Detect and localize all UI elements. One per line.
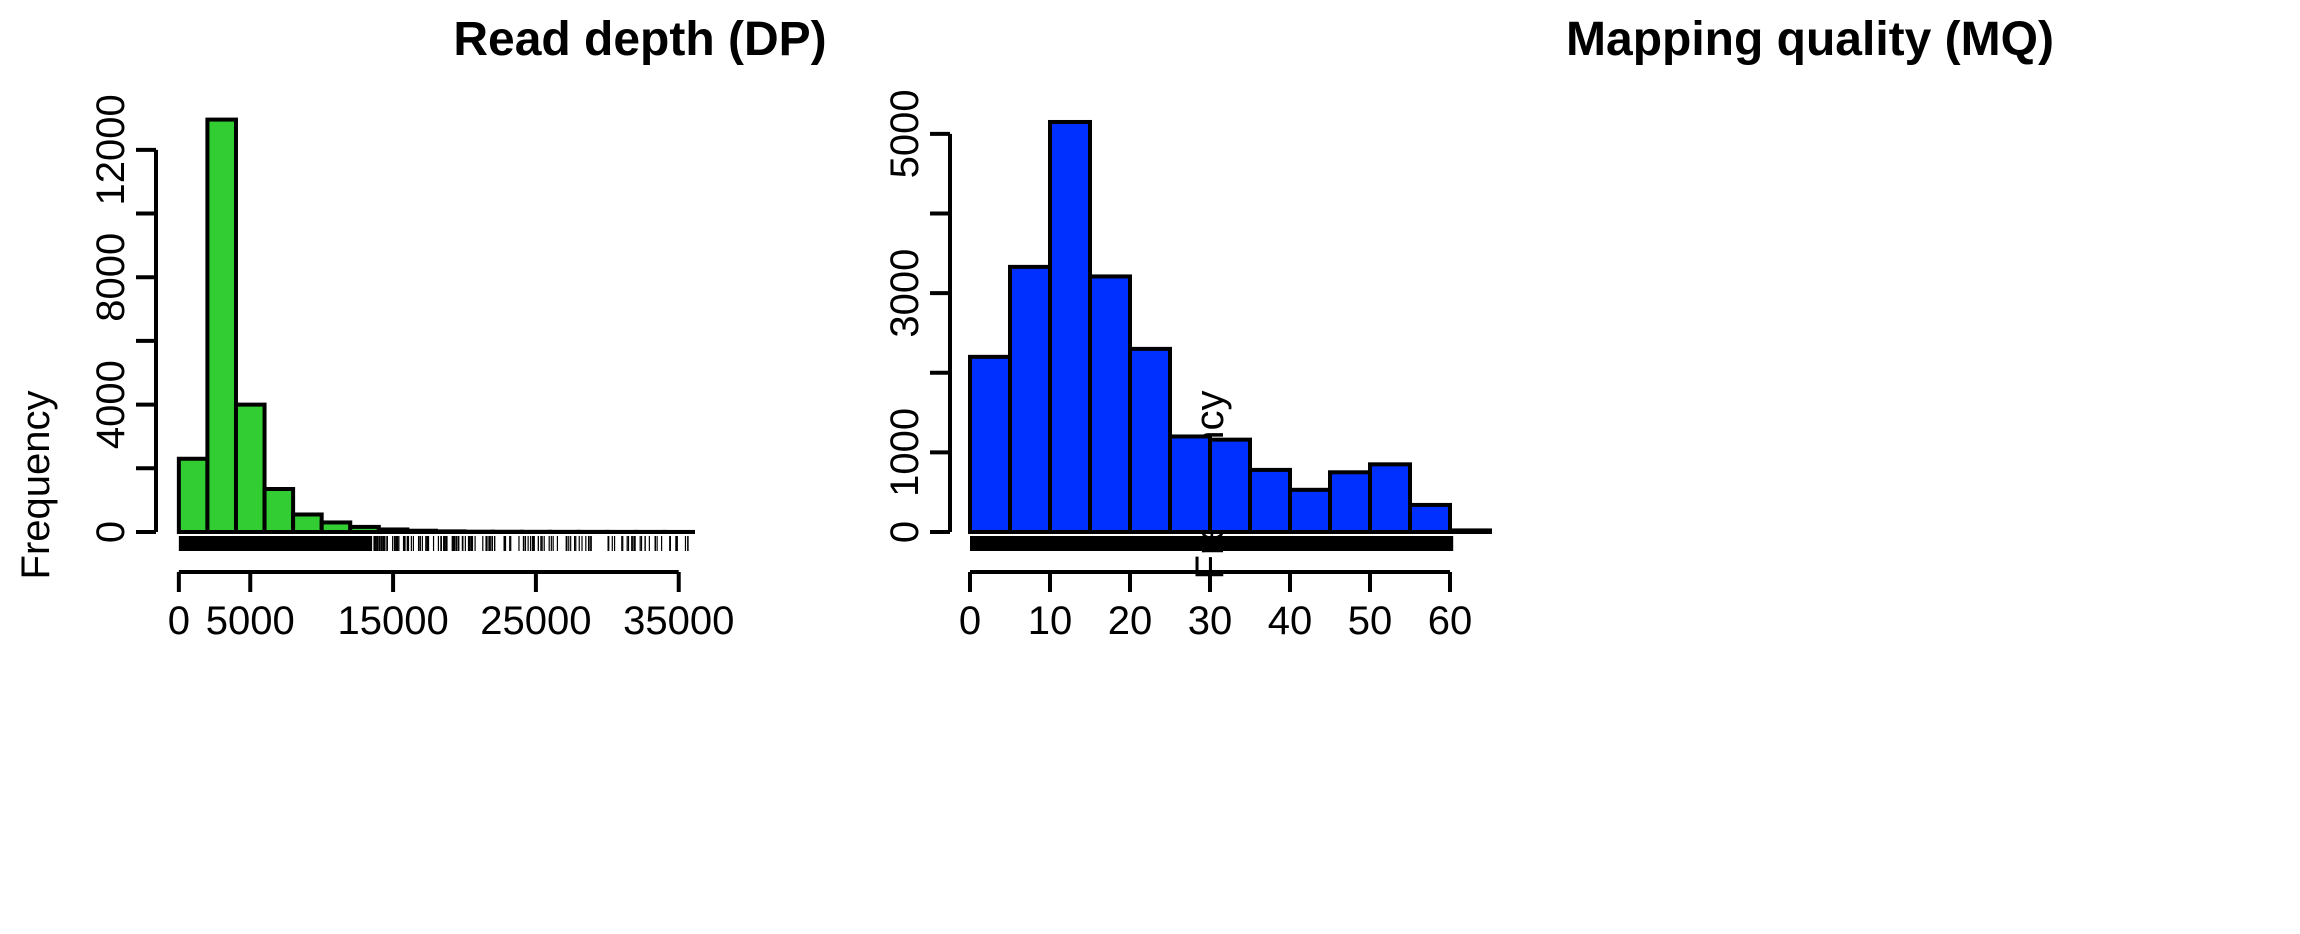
x-tick-label-1: 5000 — [206, 599, 295, 643]
histogram-bar-11 — [1408, 502, 1452, 534]
axes-mapping-quality: 0 1000 3000 5000 0 10 20 30 40 50 60 — [883, 89, 1472, 643]
panel-mapping-quality: Mapping quality (MQ) Frequency 010003000… — [883, 13, 2054, 643]
histogram-bar-3 — [262, 487, 296, 534]
rug-dense-block — [178, 536, 365, 551]
rug-mapping-quality — [970, 536, 1454, 551]
y-tick-label-3: 3000 — [883, 249, 927, 338]
x-tick-label-3: 25000 — [480, 599, 591, 643]
bars-mapping-quality — [968, 119, 1492, 535]
y-tick-label-2: 4000 — [89, 360, 133, 449]
histogram-bar-6 — [1208, 437, 1252, 534]
rug-dense-block — [970, 536, 1454, 551]
x-tick-label-2: 15000 — [337, 599, 448, 643]
histogram-bar-8 — [1288, 487, 1332, 534]
panel-read-depth: Read depth (DP) Frequency 0 4000 8000 12000… — [14, 13, 827, 643]
x-tick-label-3: 30 — [1188, 599, 1233, 643]
histogram-bar-8 — [405, 528, 438, 534]
y-tick-label-6: 12000 — [89, 94, 133, 205]
chart-title-read-depth: Read depth (DP) — [453, 13, 826, 66]
histogram-bar-7 — [376, 527, 410, 535]
histogram-bar-1 — [205, 117, 238, 534]
x-tick-label-5: 50 — [1348, 599, 1393, 643]
x-tick-label-0: 0 — [168, 599, 190, 643]
y-tick-label-0: 0 — [89, 521, 133, 543]
histogram-bar-1 — [1008, 264, 1052, 534]
y-tick-label-1: 1000 — [883, 408, 927, 497]
histogram-bar-0 — [968, 354, 1012, 534]
histogram-bar-0 — [176, 456, 210, 534]
histogram-bar-2 — [233, 402, 267, 534]
y-tick-label-0: 0 — [883, 521, 927, 543]
histogram-bar-7 — [1248, 467, 1292, 534]
rug-read-depth — [178, 536, 689, 551]
x-tick-label-4: 35000 — [623, 599, 734, 643]
histogram-bar-3 — [1088, 274, 1132, 534]
histogram-bar-4 — [291, 512, 324, 535]
y-tick-label-4: 8000 — [89, 233, 133, 322]
x-tick-label-6: 60 — [1428, 599, 1473, 643]
x-tick-label-4: 40 — [1268, 599, 1313, 643]
histogram-bar-2 — [1048, 119, 1092, 534]
histogram-bar-10 — [1368, 462, 1412, 535]
histogram-bar-4 — [1128, 346, 1172, 534]
histogram-bar-9 — [1328, 470, 1372, 534]
x-tick-label-1: 10 — [1028, 599, 1073, 643]
axes-read-depth: 0 4000 8000 12000 0 5000 15000 25000 35000 — [89, 94, 734, 643]
chart-title-mapping-quality: Mapping quality (MQ) — [1566, 13, 2054, 66]
histogram-bar-9 — [433, 529, 467, 535]
histogram-bar-5 — [319, 520, 353, 535]
bars-read-depth — [176, 117, 695, 535]
histogram-bar-12 — [1448, 528, 1492, 535]
y-axis-label-read-depth: Frequency — [14, 391, 58, 580]
x-tick-label-2: 20 — [1108, 599, 1153, 643]
y-tick-label-5: 5000 — [883, 89, 927, 178]
x-tick-label-0: 0 — [959, 599, 981, 643]
histogram-bar-5 — [1168, 434, 1212, 535]
histogram-bar-6 — [348, 524, 381, 534]
